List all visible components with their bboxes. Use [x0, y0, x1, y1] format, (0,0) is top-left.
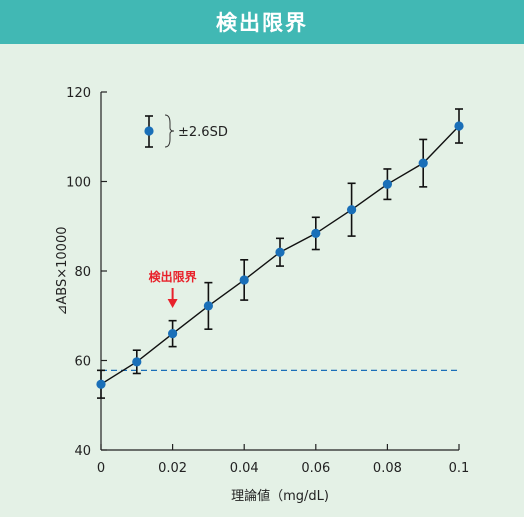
data-point: [454, 121, 464, 131]
data-point: [239, 275, 249, 285]
x-tick-label: 0: [97, 461, 105, 476]
plot-area: 40 60 80 100 120 0 0.02 0.04 0.06 0.08 0.1 理論値（mg/d…: [0, 44, 524, 517]
x-tick-label: 0.08: [373, 461, 402, 476]
data-point: [347, 205, 357, 215]
legend: ±2.6SD: [144, 114, 228, 148]
data-point: [275, 247, 285, 257]
legend-brace: [164, 114, 175, 148]
data-point: [311, 228, 321, 239]
y-tick-label: 40: [74, 444, 91, 459]
x-axis-label: 理論値（mg/dL): [231, 488, 329, 504]
data-point: [96, 379, 106, 389]
y-axis-label: ⊿ABS×10000: [55, 227, 70, 316]
annotation-label: 検出限界: [149, 269, 197, 284]
chart-svg: 40 60 80 100 120 0 0.02 0.04 0.06 0.08 0.1 理論値（mg/d…: [55, 86, 469, 504]
annotation-arrow-head: [167, 299, 178, 308]
data-point: [418, 158, 428, 168]
x-tick-label: 0.04: [230, 461, 259, 476]
x-tick-label: 0.1: [449, 461, 470, 476]
data-point: [203, 301, 213, 311]
data-point: [168, 329, 178, 339]
y-tick-label: 80: [74, 265, 91, 280]
axes: 40 60 80 100 120 0 0.02 0.04 0.06 0.08 0.1 理論値（mg/d…: [55, 86, 469, 504]
y-tick-label: 120: [66, 86, 91, 101]
data-point: [382, 179, 392, 189]
header-bar: 検出限界: [0, 0, 524, 44]
data-point: [132, 357, 142, 367]
legend-label: ±2.6SD: [178, 125, 228, 140]
y-tick-label: 100: [66, 176, 91, 191]
y-tick-label: 60: [74, 355, 91, 370]
x-tick-label: 0.02: [158, 461, 187, 476]
series-layer: [96, 108, 464, 399]
annotation: 検出限界: [149, 269, 197, 308]
x-tick-label: 0.06: [301, 461, 330, 476]
legend-point: [144, 126, 154, 136]
chart-title: 検出限界: [216, 11, 308, 35]
